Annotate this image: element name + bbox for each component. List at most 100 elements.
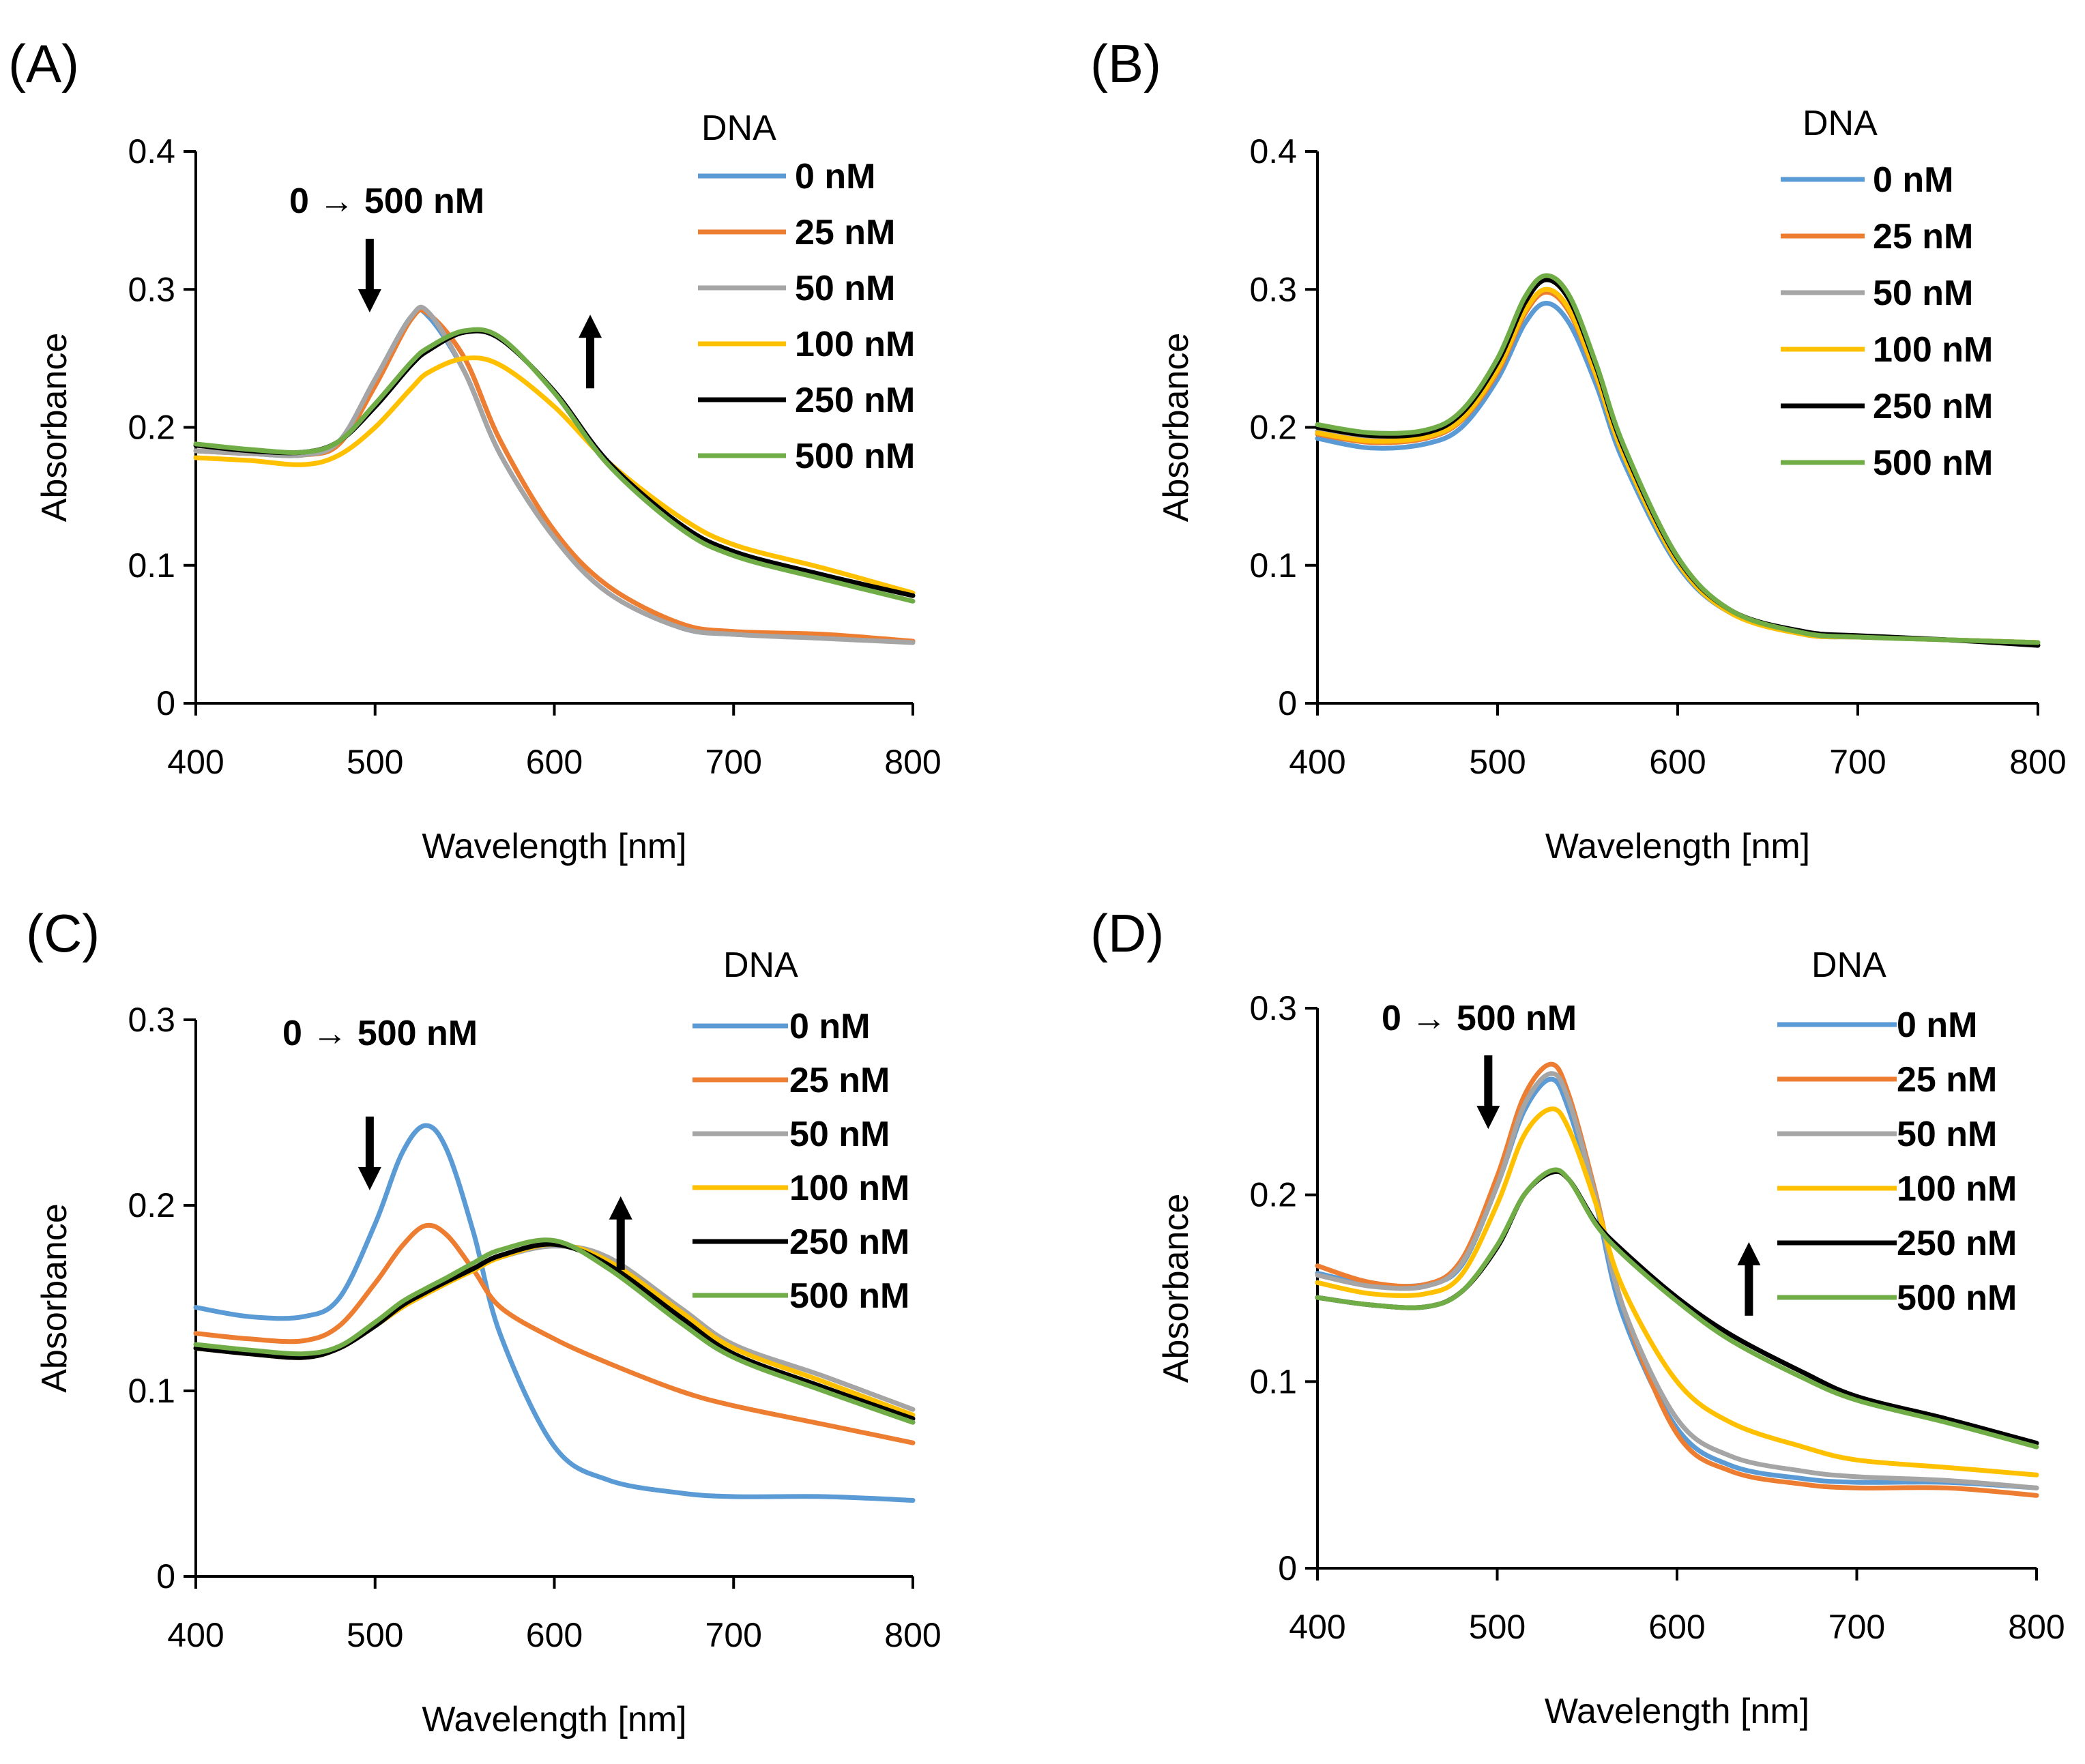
x-tick-label: 400 bbox=[1289, 743, 1345, 781]
x-tick-label: 600 bbox=[1648, 1608, 1705, 1646]
legend-label: 50 nM bbox=[1897, 1115, 1997, 1154]
y-tick-label: 0.2 bbox=[1249, 409, 1297, 447]
y-axis-title: Absorbance bbox=[1156, 1194, 1196, 1383]
chart-panel-c: (C) 0 0.1 0.2 0.3 400 500 600 700 800 Wavelength [… bbox=[26, 903, 942, 1739]
x-tick-label: 800 bbox=[884, 1616, 941, 1654]
y-axis-title: Absorbance bbox=[1156, 333, 1196, 523]
arrow-up-icon bbox=[579, 314, 602, 389]
x-tick-label: 500 bbox=[1469, 1608, 1526, 1646]
x-tick-label: 700 bbox=[705, 743, 762, 781]
x-tick-label: 800 bbox=[2008, 1608, 2065, 1646]
legend-label: 0 nM bbox=[789, 1007, 870, 1046]
legend-label: 500 nM bbox=[1873, 443, 1993, 483]
y-tick-label: 0.2 bbox=[128, 409, 175, 447]
arrow-down-icon bbox=[358, 239, 381, 313]
legend-label: 25 nM bbox=[795, 213, 895, 252]
arrow-head bbox=[579, 314, 602, 338]
y-tick-label: 0.1 bbox=[1249, 546, 1297, 585]
arrow-shaft bbox=[586, 335, 595, 389]
legend-label: 100 nM bbox=[1873, 330, 1993, 370]
panel-letter: (B) bbox=[1090, 33, 1161, 93]
series-line-500-nm bbox=[1315, 273, 2041, 645]
arrow-shaft bbox=[1484, 1055, 1493, 1109]
x-tick-label: 600 bbox=[1649, 743, 1706, 781]
legend-label: 0 nM bbox=[795, 157, 875, 196]
legend-title: DNA bbox=[1803, 104, 1878, 143]
x-tick-label: 600 bbox=[526, 743, 583, 781]
x-axis-title: Wavelength [nm] bbox=[1545, 827, 1810, 866]
legend-label: 50 nM bbox=[789, 1115, 890, 1154]
legend-label: 25 nM bbox=[789, 1061, 890, 1100]
arrow-up-icon bbox=[1737, 1241, 1761, 1316]
x-tick-label: 400 bbox=[167, 743, 224, 781]
chart-panel-b: (B) 0 0.1 0.2 0.3 0.4 400 500 600 700 800 Wavelengt… bbox=[1090, 33, 2067, 866]
x-axis-title: Wavelength [nm] bbox=[422, 1700, 686, 1739]
series-line-250-nm bbox=[193, 1241, 916, 1422]
y-tick-label: 0.3 bbox=[1249, 270, 1297, 308]
arrow-head bbox=[1476, 1106, 1500, 1130]
panel-letter: (C) bbox=[26, 903, 100, 963]
arrow-head bbox=[358, 289, 381, 313]
x-tick-label: 700 bbox=[1828, 1608, 1885, 1646]
x-tick-label: 800 bbox=[884, 743, 941, 781]
series-line-100-nm bbox=[193, 355, 916, 596]
arrow-head bbox=[358, 1166, 381, 1190]
y-axis-title: Absorbance bbox=[35, 1203, 74, 1393]
x-tick-label: 500 bbox=[347, 1616, 403, 1654]
y-tick-label: 0.1 bbox=[128, 1372, 175, 1410]
x-tick-label: 500 bbox=[347, 743, 403, 781]
series-line-500-nm bbox=[193, 327, 916, 604]
annotation-text: 0 → 500 nM bbox=[1382, 999, 1577, 1038]
x-tick-label: 600 bbox=[526, 1616, 583, 1654]
legend-label: 25 nM bbox=[1873, 217, 1973, 256]
annotation-text: 0 → 500 nM bbox=[282, 1014, 478, 1053]
series-line-100-nm bbox=[1315, 1106, 2039, 1478]
series-line-500-nm bbox=[1315, 1167, 2039, 1450]
legend-title: DNA bbox=[701, 108, 776, 148]
panel-letter: (D) bbox=[1090, 903, 1164, 963]
y-tick-label: 0.1 bbox=[1249, 1362, 1297, 1400]
y-tick-label: 0.3 bbox=[128, 270, 175, 308]
arrow-down-icon bbox=[358, 1116, 381, 1190]
legend-label: 500 nM bbox=[789, 1276, 909, 1316]
x-tick-label: 500 bbox=[1469, 743, 1526, 781]
y-tick-label: 0.2 bbox=[128, 1186, 175, 1224]
legend-label: 50 nM bbox=[1873, 274, 1973, 313]
arrow-up-icon bbox=[609, 1196, 632, 1270]
legend-label: 50 nM bbox=[795, 269, 895, 308]
arrow-shaft bbox=[1745, 1262, 1753, 1316]
x-tick-label: 400 bbox=[167, 1616, 224, 1654]
x-tick-label: 700 bbox=[1829, 743, 1886, 781]
y-tick-label: 0.1 bbox=[128, 546, 175, 585]
x-axis-title: Wavelength [nm] bbox=[1545, 1692, 1809, 1731]
legend-title: DNA bbox=[723, 945, 798, 985]
series-line-0-nm bbox=[193, 1123, 916, 1503]
legend-label: 100 nM bbox=[789, 1168, 909, 1208]
x-tick-label: 700 bbox=[705, 1616, 762, 1654]
arrow-head bbox=[609, 1196, 632, 1220]
legend-label: 250 nM bbox=[789, 1222, 909, 1262]
x-tick-label: 400 bbox=[1289, 1608, 1345, 1646]
arrow-shaft bbox=[616, 1216, 625, 1270]
x-axis-title: Wavelength [nm] bbox=[422, 827, 686, 866]
y-tick-label: 0.3 bbox=[128, 1001, 175, 1039]
arrow-down-icon bbox=[1476, 1055, 1500, 1130]
arrow-shaft bbox=[365, 1116, 374, 1170]
y-tick-label: 0 bbox=[1278, 1549, 1297, 1587]
y-tick-label: 0 bbox=[1278, 684, 1297, 722]
y-tick-label: 0.2 bbox=[1249, 1176, 1297, 1214]
annotation-text: 0 → 500 nM bbox=[289, 181, 484, 221]
y-tick-label: 0 bbox=[156, 1557, 175, 1596]
series-line-500-nm bbox=[193, 1237, 916, 1425]
legend-label: 25 nM bbox=[1897, 1060, 1997, 1100]
y-tick-label: 0.4 bbox=[128, 132, 175, 171]
chart-panel-d: (D) 0 0.1 0.2 0.3 400 500 600 700 800 Wavelength [… bbox=[1090, 903, 2065, 1731]
legend-label: 0 nM bbox=[1873, 160, 1953, 200]
legend-label: 250 nM bbox=[1873, 387, 1993, 426]
y-tick-label: 0.4 bbox=[1249, 132, 1297, 171]
legend-label: 500 nM bbox=[795, 437, 915, 476]
arrow-shaft bbox=[365, 239, 374, 293]
chart-panel-a: (A) 0 0.1 0.2 0.3 0.4 400 500 600 700 800 Wavelengt… bbox=[8, 33, 942, 866]
legend-label: 100 nM bbox=[795, 325, 915, 364]
